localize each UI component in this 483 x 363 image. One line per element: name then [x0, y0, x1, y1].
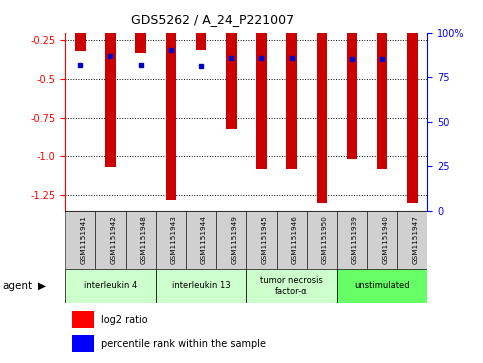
Bar [226, 2, 237, 129]
FancyBboxPatch shape [337, 269, 427, 303]
FancyBboxPatch shape [65, 269, 156, 303]
Text: GSM1151941: GSM1151941 [80, 215, 86, 264]
Text: ▶: ▶ [38, 281, 46, 291]
Bar [256, 2, 267, 169]
Bar [407, 2, 418, 203]
FancyBboxPatch shape [126, 211, 156, 269]
Bar [135, 2, 146, 53]
Text: GDS5262 / A_24_P221007: GDS5262 / A_24_P221007 [131, 13, 294, 26]
FancyBboxPatch shape [65, 211, 96, 269]
Text: agent: agent [2, 281, 32, 291]
FancyBboxPatch shape [337, 211, 367, 269]
FancyBboxPatch shape [246, 211, 276, 269]
FancyBboxPatch shape [156, 269, 246, 303]
Text: GSM1151947: GSM1151947 [412, 215, 418, 264]
FancyBboxPatch shape [246, 269, 337, 303]
FancyBboxPatch shape [307, 211, 337, 269]
FancyBboxPatch shape [216, 211, 246, 269]
Text: interleukin 4: interleukin 4 [84, 281, 137, 290]
Text: GSM1151946: GSM1151946 [292, 215, 298, 264]
FancyBboxPatch shape [156, 211, 186, 269]
Bar [316, 2, 327, 203]
Bar [105, 2, 116, 167]
FancyBboxPatch shape [367, 211, 397, 269]
Bar [166, 2, 176, 200]
Text: interleukin 13: interleukin 13 [172, 281, 230, 290]
Bar [196, 2, 206, 50]
FancyBboxPatch shape [397, 211, 427, 269]
FancyBboxPatch shape [276, 211, 307, 269]
Text: tumor necrosis
factor-α: tumor necrosis factor-α [260, 276, 323, 295]
Text: GSM1151943: GSM1151943 [171, 215, 177, 264]
Bar [72, 311, 94, 328]
Bar [75, 2, 85, 51]
Text: GSM1151944: GSM1151944 [201, 215, 207, 264]
Text: GSM1151950: GSM1151950 [322, 215, 328, 264]
Text: percentile rank within the sample: percentile rank within the sample [101, 339, 267, 348]
Text: GSM1151939: GSM1151939 [352, 215, 358, 264]
Text: GSM1151945: GSM1151945 [261, 215, 268, 264]
FancyBboxPatch shape [186, 211, 216, 269]
Bar [286, 2, 297, 169]
Bar [72, 335, 94, 351]
Text: GSM1151940: GSM1151940 [382, 215, 388, 264]
FancyBboxPatch shape [96, 211, 126, 269]
Text: GSM1151942: GSM1151942 [111, 215, 116, 264]
Bar [377, 2, 387, 169]
Text: unstimulated: unstimulated [355, 281, 410, 290]
Text: log2 ratio: log2 ratio [101, 315, 148, 325]
Text: GSM1151949: GSM1151949 [231, 215, 237, 264]
Text: GSM1151948: GSM1151948 [141, 215, 147, 264]
Bar [347, 2, 357, 159]
